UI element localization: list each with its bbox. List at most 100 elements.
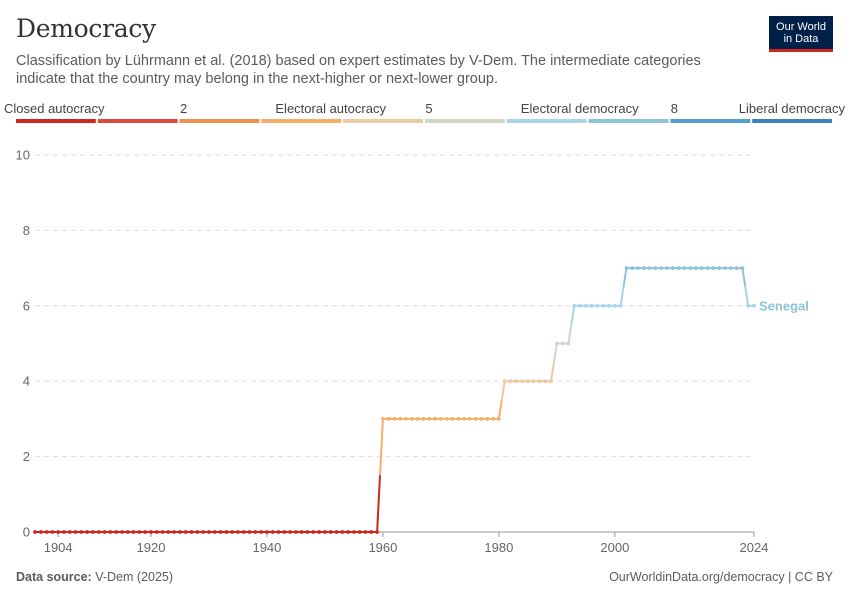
data-point-20 [149, 530, 153, 534]
data-point-2 [44, 530, 49, 534]
data-point-66 [415, 417, 420, 421]
data-point-74 [462, 417, 466, 421]
data-point-37 [247, 530, 252, 534]
legend-label-0: Closed autocracy [4, 101, 105, 116]
data-source-label: Data source: [16, 570, 92, 584]
data-point-22 [160, 530, 165, 534]
data-point-89 [549, 379, 553, 384]
data-point-70 [438, 417, 443, 421]
chart-title: Democracy [16, 14, 156, 43]
x-tick-label-6: 2024 [740, 540, 769, 555]
data-point-67 [421, 417, 426, 421]
legend-label-3: 5 [425, 101, 432, 116]
data-point-83 [514, 379, 519, 384]
data-point-8 [79, 530, 84, 534]
data-point-6 [67, 530, 72, 534]
data-point-105 [641, 266, 646, 270]
data-point-97 [595, 303, 600, 308]
data-point-71 [444, 417, 449, 421]
y-tick-label-4: 8 [23, 223, 30, 238]
data-point-79 [491, 417, 495, 421]
data-point-100 [612, 303, 617, 308]
y-tick-label-1: 2 [23, 449, 30, 464]
data-point-85 [525, 379, 530, 384]
data-point-35 [236, 530, 240, 534]
data-point-94 [578, 303, 582, 308]
data-point-50 [323, 530, 327, 534]
data-point-102 [624, 266, 629, 270]
color-legend[interactable]: Closed autocracy 2 Electoral autocracy 5 Ele… [0, 0, 850, 130]
data-point-18 [137, 530, 142, 534]
data-point-14 [114, 530, 119, 534]
owid-logo[interactable]: Our World in Data [769, 16, 833, 52]
legend-swatch-8 [670, 119, 751, 123]
data-point-23 [166, 530, 171, 534]
legend-label-6: Liberal democracy [739, 101, 846, 116]
data-point-63 [398, 417, 403, 421]
footer-credit[interactable]: OurWorldinData.org/democracy | CC BY [609, 570, 833, 584]
legend-swatch-0 [16, 119, 96, 123]
data-point-90 [554, 341, 559, 346]
data-point-119 [723, 266, 727, 270]
data-point-36 [241, 530, 246, 534]
y-tick-label-0: 0 [23, 525, 30, 540]
data-point-111 [676, 266, 681, 270]
logo-line-2: in Data [783, 33, 819, 45]
data-point-113 [688, 266, 693, 270]
data-source-value[interactable]: V-Dem (2025) [95, 570, 174, 584]
data-point-9 [85, 530, 90, 534]
data-point-12 [102, 530, 107, 534]
data-point-108 [659, 266, 664, 270]
data-point-24 [172, 530, 177, 534]
legend-label-4: Electoral democracy [521, 101, 639, 116]
data-point-114 [694, 266, 698, 270]
data-point-49 [317, 530, 322, 534]
series-segment-89b [552, 343, 558, 363]
data-point-43 [282, 530, 287, 534]
data-point-21 [154, 530, 159, 534]
data-point-87 [537, 379, 542, 384]
x-tick-label-5: 2000 [600, 540, 629, 555]
series-segment-80b [500, 381, 506, 401]
series-0 [33, 266, 756, 534]
data-point-25 [178, 530, 182, 534]
data-point-116 [705, 266, 710, 270]
data-point-11 [96, 530, 101, 534]
data-point-73 [456, 417, 461, 421]
data-point-0 [33, 530, 37, 534]
data-point-47 [305, 530, 310, 534]
data-point-29 [201, 530, 206, 534]
y-tick-label-2: 4 [23, 374, 30, 389]
data-point-45 [294, 530, 298, 534]
logo-line-1: Our World [776, 21, 826, 33]
data-point-115 [699, 266, 704, 270]
data-point-109 [665, 266, 669, 270]
data-point-34 [230, 530, 235, 534]
data-point-64 [404, 417, 408, 421]
data-point-84 [520, 379, 524, 384]
data-point-54 [346, 530, 351, 534]
x-tick-label-1: 1920 [137, 540, 166, 555]
data-point-118 [717, 266, 722, 270]
data-point-56 [357, 530, 362, 534]
data-point-13 [108, 530, 113, 534]
data-point-75 [467, 417, 472, 421]
x-tick-label-0: 1904 [44, 540, 73, 555]
data-point-82 [508, 379, 513, 384]
data-point-40 [265, 530, 269, 534]
legend-swatch-3 [261, 119, 342, 123]
data-point-51 [328, 530, 333, 534]
data-point-27 [189, 530, 194, 534]
data-point-58 [369, 530, 374, 534]
data-point-1 [38, 530, 43, 534]
legend-swatch-9 [752, 119, 832, 123]
data-point-77 [479, 417, 484, 421]
data-point-91 [560, 341, 565, 346]
y-tick-label-5: 10 [16, 148, 30, 163]
legend-swatch-1 [97, 119, 178, 123]
data-point-104 [636, 266, 640, 270]
data-point-5 [62, 530, 66, 534]
series-label-0: Senegal [759, 298, 809, 313]
data-point-19 [143, 530, 148, 534]
